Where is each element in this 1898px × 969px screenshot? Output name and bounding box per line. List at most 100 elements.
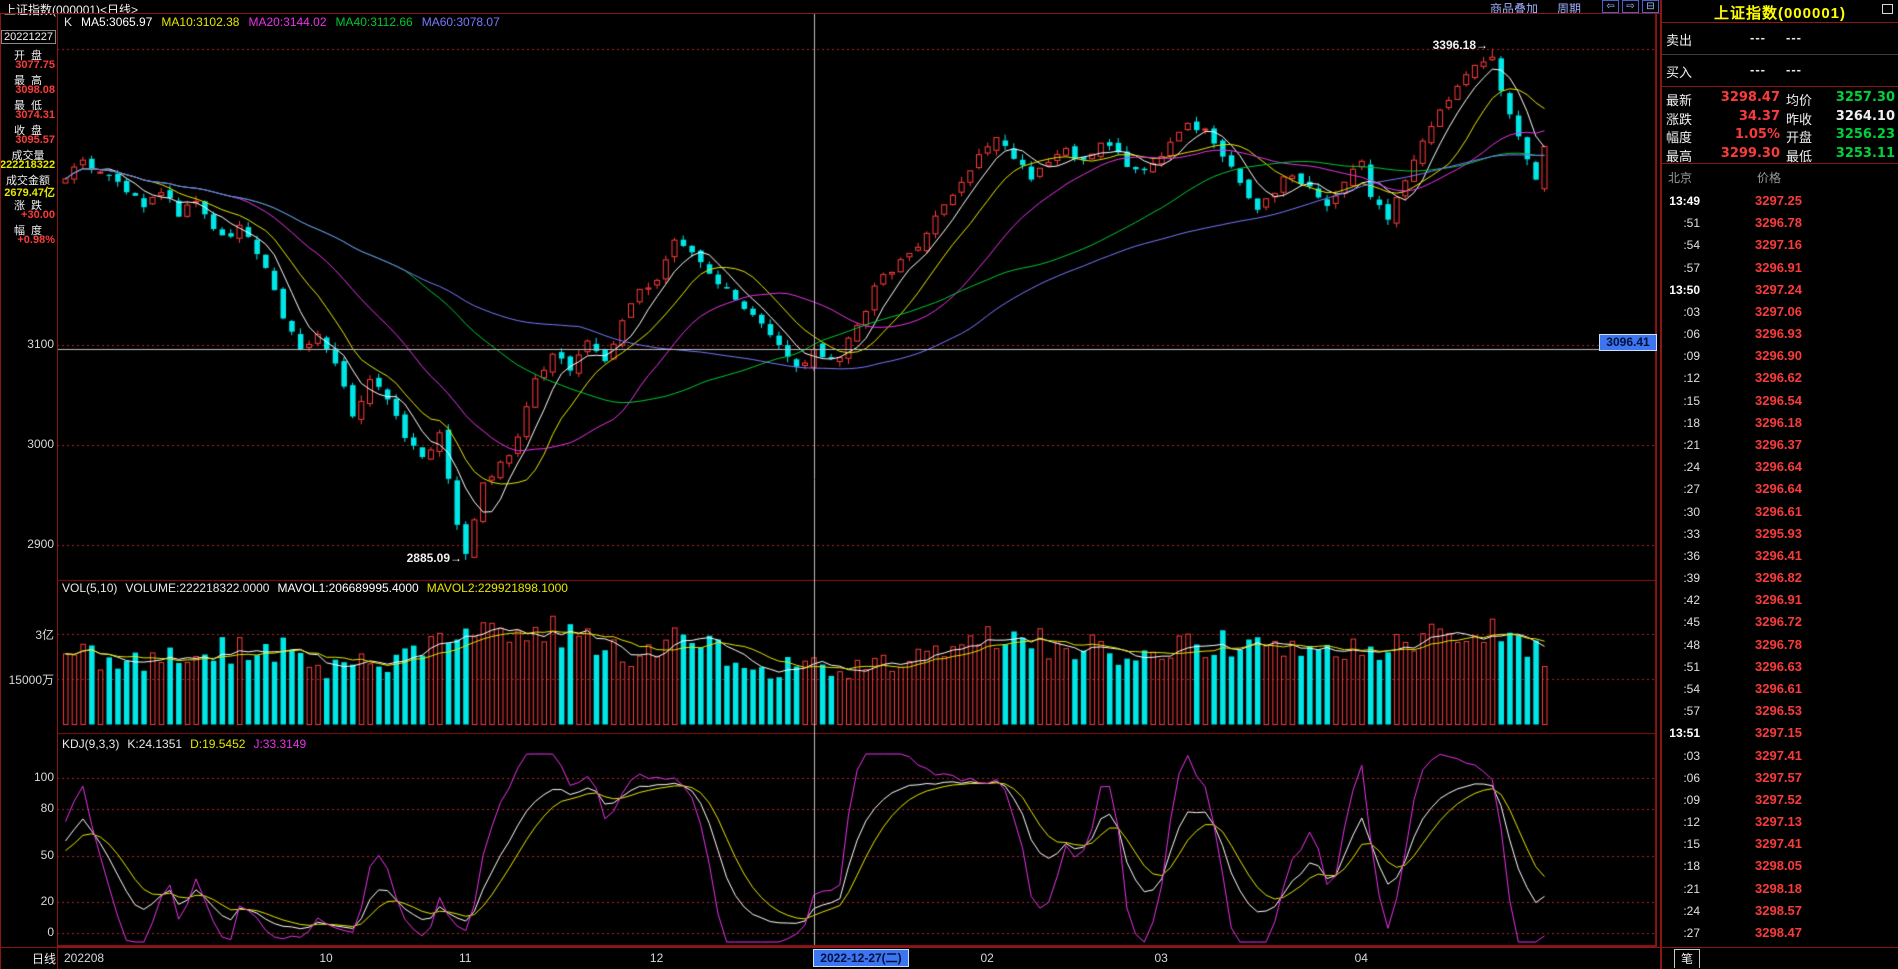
period-selector[interactable]: 日线 <box>31 952 56 966</box>
tick-row: :27 3296.64 <box>1662 481 1898 497</box>
tick-row: :21 3296.37 <box>1662 437 1898 453</box>
tick-price: 3297.52 <box>1755 791 1802 807</box>
tick-row: 13:49 3297.25 <box>1662 193 1898 209</box>
tick-price: 3297.25 <box>1755 193 1802 208</box>
tick-time: :57 <box>1683 260 1700 275</box>
tick-price: 3296.91 <box>1755 592 1802 608</box>
tick-time: 13:49 <box>1669 194 1700 208</box>
tick-time: :57 <box>1683 704 1700 719</box>
kdj-axis-label: 0 <box>47 925 54 939</box>
tick-row: :18 3298.05 <box>1662 858 1898 874</box>
sidebar-field-label: 收 盘 <box>13 125 43 137</box>
quote-panel: 上证指数(000001) 卖出 --- --- 买入 --- --- 最新 329… <box>1660 0 1898 969</box>
tick-tab[interactable]: 笔 <box>1674 949 1700 968</box>
tick-row: :42 3296.91 <box>1662 592 1898 608</box>
split-window-icon[interactable]: ⊟ <box>1642 0 1659 13</box>
month-tick-label: 11 <box>458 951 472 965</box>
tick-price: 3297.16 <box>1755 237 1802 253</box>
quote-label: 最高 <box>1666 148 1693 164</box>
tick-row: :30 3296.61 <box>1662 504 1898 520</box>
tick-time: :18 <box>1683 859 1700 874</box>
sidebar-field-label: 成交量 <box>11 150 45 162</box>
sidebar-field-value: +30.00 <box>21 209 55 221</box>
kdj-k: K:24.1351 <box>127 737 183 751</box>
overlay-symbol-link[interactable]: 商品叠加 <box>1490 2 1539 16</box>
tick-price: 3297.15 <box>1755 725 1802 741</box>
tick-price: 3296.37 <box>1755 436 1802 452</box>
tick-time: :48 <box>1683 637 1700 652</box>
price-chart-canvas[interactable] <box>57 14 1657 947</box>
legend-ma20: MA20:3144.02 <box>248 15 327 29</box>
tick-time: :36 <box>1683 548 1700 563</box>
tick-price: 3296.72 <box>1755 614 1802 630</box>
kdj-indicator-header: KDJ(9,3,3) K:24.1351 D:19.5452 J:33.3149 <box>62 737 314 751</box>
quote-label: 均价 <box>1786 93 1813 108</box>
vol-volume: VOLUME:222218322.0000 <box>125 581 270 595</box>
tick-row: :39 3296.82 <box>1662 570 1898 586</box>
tick-price: 3296.78 <box>1755 215 1802 231</box>
period-link[interactable]: 周期 <box>1557 2 1582 16</box>
tick-time: :45 <box>1683 615 1700 630</box>
tick-price: 3296.54 <box>1755 392 1802 408</box>
tick-time: :03 <box>1683 304 1700 319</box>
tick-row: :36 3296.41 <box>1662 548 1898 564</box>
buy-price-dashes: --- <box>1750 62 1766 77</box>
sidebar-date: 20221227 <box>1 30 56 44</box>
buy-label: 买入 <box>1666 65 1693 80</box>
next-arrow-icon[interactable]: ⇨ <box>1622 0 1639 13</box>
prev-arrow-icon[interactable]: ⇦ <box>1602 0 1619 13</box>
quote-label: 昨收 <box>1786 111 1813 127</box>
tick-price: 3296.61 <box>1755 503 1802 519</box>
tick-time: :24 <box>1683 903 1700 918</box>
tick-time: :06 <box>1683 327 1700 342</box>
price-axis-label: 3000 <box>27 437 54 451</box>
volume-indicator-header: VOL(5,10) VOLUME:222218322.0000 MAVOL1:206… <box>62 581 576 595</box>
sidebar-field-label: 成交金额 <box>6 175 50 187</box>
legend-ma60: MA60:3078.07 <box>421 15 500 29</box>
high-price-annotation: 3396.18→ <box>1432 38 1488 52</box>
tick-time: :39 <box>1683 571 1700 586</box>
tick-price: 3296.41 <box>1755 547 1802 563</box>
quote-value: 3256.23 <box>1835 127 1895 142</box>
tick-time: :15 <box>1683 393 1700 408</box>
tick-price: 3296.64 <box>1755 459 1802 475</box>
quote-value: 3299.30 <box>1720 145 1780 161</box>
sidebar-field-value: 3077.75 <box>15 59 55 71</box>
kdj-d: D:19.5452 <box>190 737 246 751</box>
tick-time: :27 <box>1683 482 1700 497</box>
vol-mavol2: MAVOL2:229921898.1000 <box>426 581 568 595</box>
maximize-icon[interactable] <box>1882 4 1893 14</box>
tick-price: 3297.13 <box>1755 814 1802 830</box>
tick-time: :54 <box>1683 681 1700 696</box>
tick-row: 13:50 3297.24 <box>1662 282 1898 298</box>
tick-row: :18 3296.18 <box>1662 415 1898 431</box>
sidebar-field-label: 幅 度 <box>13 225 43 237</box>
kdj-axis-label: 100 <box>33 770 54 784</box>
tick-price: 3296.62 <box>1755 370 1802 386</box>
tick-row: :12 3297.13 <box>1662 814 1898 830</box>
sell-label: 卖出 <box>1666 33 1693 48</box>
quote-value: 3298.47 <box>1720 90 1780 105</box>
tick-row: :24 3298.57 <box>1662 903 1898 919</box>
vol-mavol1: MAVOL1:206689995.4000 <box>277 581 419 595</box>
kdj-name: KDJ(9,3,3) <box>62 737 120 751</box>
sidebar-field-label: 涨 跌 <box>13 200 43 212</box>
tick-row: :15 3297.41 <box>1662 836 1898 852</box>
tick-row: :06 3297.57 <box>1662 770 1898 786</box>
tick-time: :06 <box>1683 770 1700 785</box>
tick-row: :03 3297.41 <box>1662 748 1898 764</box>
quote-label: 开盘 <box>1786 130 1813 145</box>
tick-price: 3295.93 <box>1755 525 1802 541</box>
quote-value: 3264.10 <box>1835 108 1895 124</box>
tick-price: 3298.57 <box>1755 902 1802 918</box>
tick-time: :33 <box>1683 526 1700 541</box>
tick-price: 3297.57 <box>1755 769 1802 785</box>
tick-row: :27 3298.47 <box>1662 925 1898 941</box>
legend-ma5: MA5:3065.97 <box>81 15 153 29</box>
tick-time: :24 <box>1683 460 1700 475</box>
tick-row: :45 3296.72 <box>1662 614 1898 630</box>
tick-price: 3296.64 <box>1755 481 1802 497</box>
tick-time: :27 <box>1683 925 1700 940</box>
kdj-axis-label: 50 <box>40 847 54 862</box>
tick-row: :24 3296.64 <box>1662 459 1898 475</box>
